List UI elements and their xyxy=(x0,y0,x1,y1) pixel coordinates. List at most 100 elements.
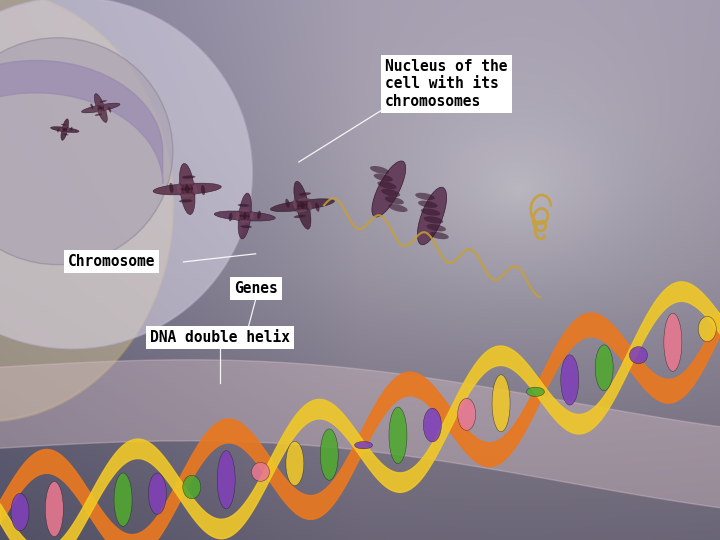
Ellipse shape xyxy=(153,183,221,195)
Ellipse shape xyxy=(250,211,254,220)
Ellipse shape xyxy=(320,429,338,480)
Ellipse shape xyxy=(114,473,132,526)
Ellipse shape xyxy=(180,193,193,197)
Ellipse shape xyxy=(215,211,275,221)
Ellipse shape xyxy=(418,187,446,245)
Ellipse shape xyxy=(61,119,68,140)
Ellipse shape xyxy=(99,105,102,111)
Text: Chromosome: Chromosome xyxy=(68,254,156,269)
Ellipse shape xyxy=(299,192,311,195)
Ellipse shape xyxy=(97,107,104,109)
Text: Nucleus of the
cell with its
chromosomes: Nucleus of the cell with its chromosomes xyxy=(385,59,508,109)
Ellipse shape xyxy=(91,104,94,109)
Ellipse shape xyxy=(235,212,240,221)
Ellipse shape xyxy=(300,201,305,210)
Ellipse shape xyxy=(183,475,201,498)
Ellipse shape xyxy=(561,355,579,405)
Ellipse shape xyxy=(60,128,63,132)
Ellipse shape xyxy=(104,106,107,112)
Ellipse shape xyxy=(239,214,251,218)
Ellipse shape xyxy=(98,105,104,111)
Ellipse shape xyxy=(295,209,307,212)
Ellipse shape xyxy=(179,164,195,214)
Ellipse shape xyxy=(11,494,29,531)
Ellipse shape xyxy=(595,345,613,390)
Ellipse shape xyxy=(294,215,306,218)
Ellipse shape xyxy=(526,387,544,396)
Ellipse shape xyxy=(64,127,66,132)
Ellipse shape xyxy=(99,100,107,103)
Ellipse shape xyxy=(381,189,400,197)
Text: DNA double helix: DNA double helix xyxy=(150,330,289,345)
Ellipse shape xyxy=(61,124,66,125)
Ellipse shape xyxy=(293,200,297,208)
Ellipse shape xyxy=(307,202,312,211)
Ellipse shape xyxy=(50,127,79,132)
Ellipse shape xyxy=(63,131,68,133)
Ellipse shape xyxy=(629,347,647,364)
Polygon shape xyxy=(0,60,163,184)
Ellipse shape xyxy=(286,441,304,485)
Ellipse shape xyxy=(315,202,320,212)
Ellipse shape xyxy=(257,211,261,219)
Text: Genes: Genes xyxy=(234,281,277,296)
Ellipse shape xyxy=(0,0,252,348)
Ellipse shape xyxy=(271,199,334,212)
Ellipse shape xyxy=(179,199,192,202)
Ellipse shape xyxy=(240,220,251,223)
Ellipse shape xyxy=(0,0,173,421)
Ellipse shape xyxy=(423,216,444,224)
Ellipse shape xyxy=(238,204,249,207)
Ellipse shape xyxy=(96,110,103,112)
Ellipse shape xyxy=(377,181,397,189)
Ellipse shape xyxy=(182,176,195,179)
Ellipse shape xyxy=(63,134,68,136)
Ellipse shape xyxy=(177,184,181,193)
Ellipse shape xyxy=(0,38,173,265)
Ellipse shape xyxy=(201,185,205,195)
Ellipse shape xyxy=(181,187,194,191)
Ellipse shape xyxy=(169,183,174,193)
Ellipse shape xyxy=(185,184,189,194)
Ellipse shape xyxy=(384,197,404,205)
Ellipse shape xyxy=(418,200,438,208)
Ellipse shape xyxy=(415,193,435,200)
Ellipse shape xyxy=(420,208,441,216)
Ellipse shape xyxy=(370,166,389,174)
Ellipse shape xyxy=(423,408,441,442)
Ellipse shape xyxy=(62,129,68,130)
Ellipse shape xyxy=(108,107,111,112)
Ellipse shape xyxy=(95,113,102,116)
Ellipse shape xyxy=(81,103,120,113)
Ellipse shape xyxy=(240,225,252,228)
Ellipse shape xyxy=(426,224,446,232)
Ellipse shape xyxy=(298,198,310,201)
Ellipse shape xyxy=(389,204,408,212)
Ellipse shape xyxy=(45,482,63,537)
Ellipse shape xyxy=(698,316,716,342)
Ellipse shape xyxy=(285,199,289,208)
Ellipse shape xyxy=(217,450,235,509)
Ellipse shape xyxy=(294,181,311,229)
Ellipse shape xyxy=(238,193,251,239)
Ellipse shape xyxy=(94,93,107,123)
Ellipse shape xyxy=(355,442,373,449)
Ellipse shape xyxy=(298,200,307,211)
Ellipse shape xyxy=(240,211,249,221)
Ellipse shape xyxy=(229,213,233,221)
Ellipse shape xyxy=(63,127,67,132)
Ellipse shape xyxy=(429,232,449,239)
Ellipse shape xyxy=(148,473,166,515)
Ellipse shape xyxy=(182,184,192,194)
Ellipse shape xyxy=(71,127,73,131)
Ellipse shape xyxy=(458,399,476,430)
Ellipse shape xyxy=(67,127,69,131)
Ellipse shape xyxy=(243,212,247,220)
Ellipse shape xyxy=(664,313,682,372)
Ellipse shape xyxy=(61,126,67,128)
Ellipse shape xyxy=(297,204,308,207)
Ellipse shape xyxy=(99,104,106,106)
Ellipse shape xyxy=(238,209,250,212)
Ellipse shape xyxy=(193,185,197,194)
Ellipse shape xyxy=(492,375,510,432)
